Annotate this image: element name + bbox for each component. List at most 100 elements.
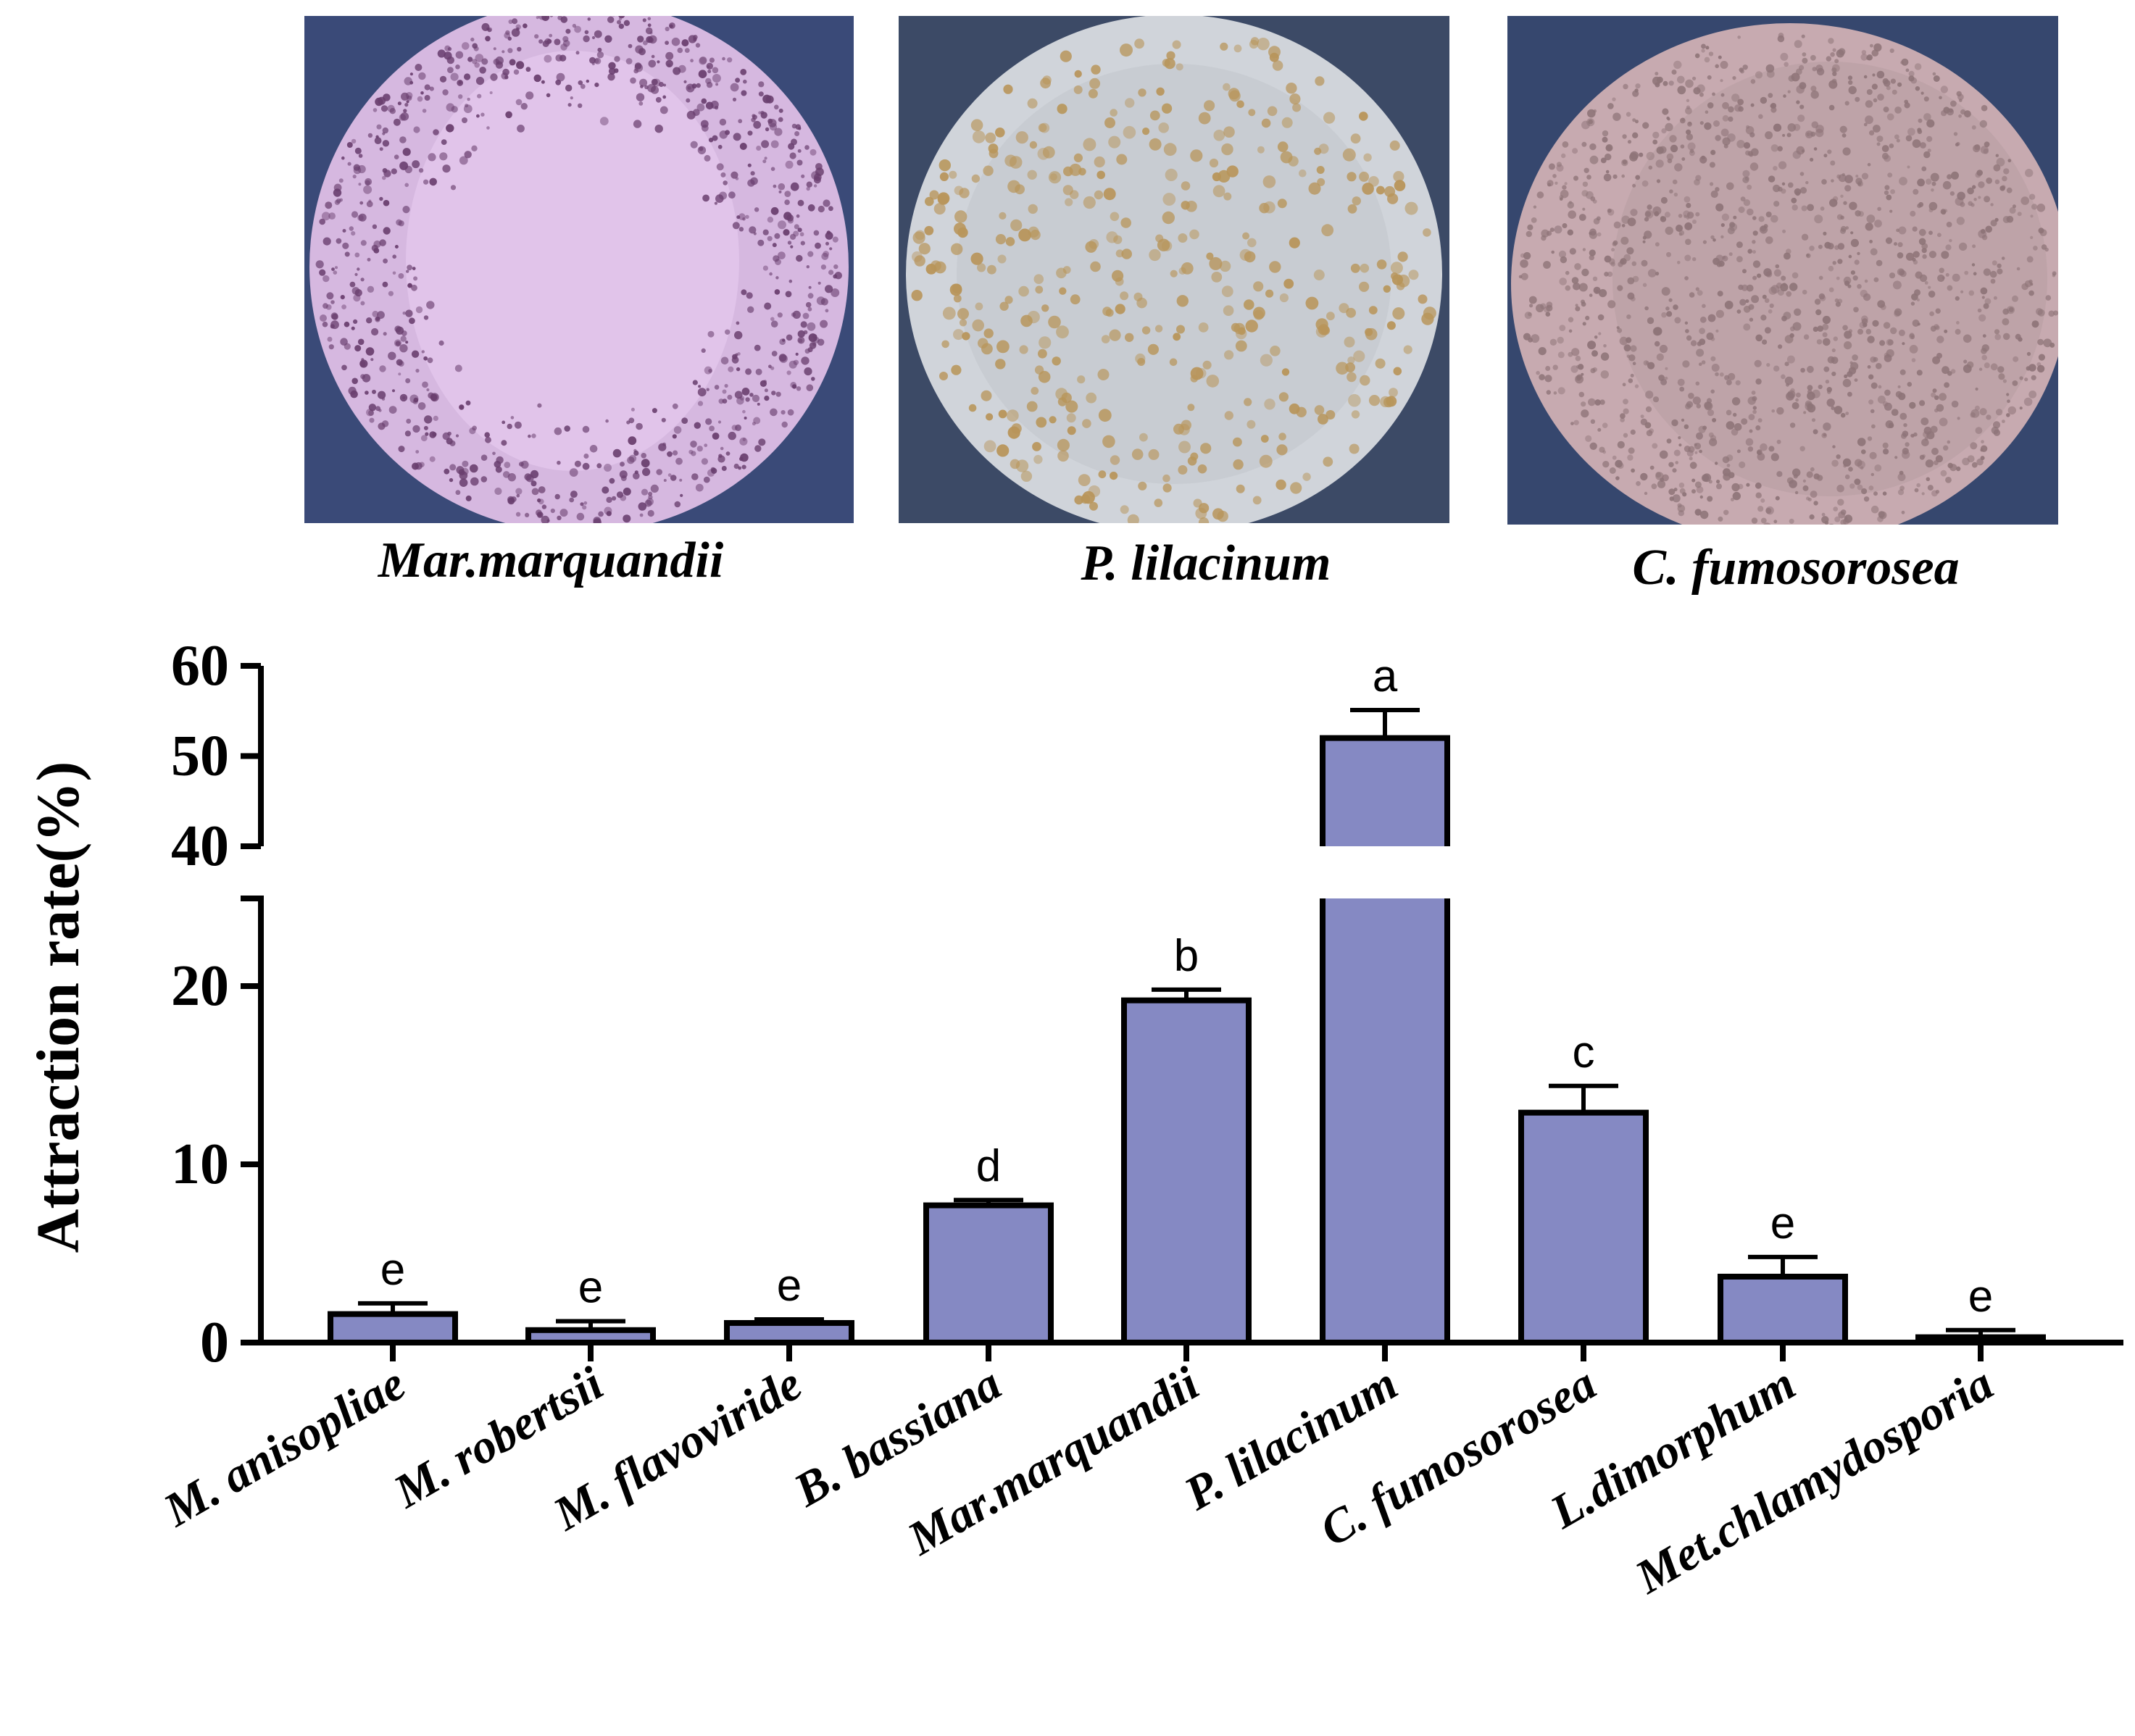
photo-speckle	[321, 212, 330, 221]
photo-speckle	[1120, 217, 1131, 228]
photo-speckle	[707, 70, 712, 74]
photo-speckle	[375, 97, 383, 107]
photo-speckle	[1720, 93, 1725, 97]
photo-speckle	[1897, 242, 1903, 248]
photo-speckle	[959, 319, 967, 327]
photo-speckle	[825, 309, 829, 313]
photo-speckle	[675, 457, 683, 465]
photo-speckle	[807, 293, 814, 299]
photo-speckle	[1380, 396, 1391, 408]
photo-speckle	[1749, 429, 1753, 433]
photo-speckle	[1712, 92, 1715, 96]
photo-speckle	[1928, 291, 1936, 298]
photo-speckle	[1701, 49, 1705, 53]
photo-speckle	[768, 364, 772, 369]
photo-speckle	[1028, 204, 1038, 214]
photo-speckle	[633, 448, 637, 453]
photo-speckle	[741, 464, 746, 470]
photo-speckle	[1768, 309, 1773, 314]
photo-speckle	[1135, 353, 1146, 364]
photo-speckle	[1656, 179, 1661, 183]
photo-speckle	[764, 396, 770, 401]
photo-speckle	[1642, 235, 1647, 240]
photo-speckle	[1348, 393, 1361, 407]
photo-speckle	[971, 174, 981, 183]
photo-speckle	[1997, 268, 2003, 275]
photo-speckle	[504, 75, 509, 80]
photo-speckle	[1784, 376, 1794, 385]
photo-speckle	[1836, 454, 1841, 459]
photo-speckle	[1942, 276, 1945, 280]
photo-speckle	[1950, 100, 1957, 107]
photo-speckle	[1654, 211, 1660, 217]
photo-speckle	[1632, 275, 1639, 283]
photo-speckle	[1720, 223, 1725, 228]
photo-speckle	[1994, 179, 2000, 185]
photo-speckle	[1891, 409, 1899, 416]
photo-speckle	[1672, 494, 1681, 503]
photo-speckle	[1927, 149, 1931, 153]
photo-speckle	[1997, 366, 2005, 373]
photo-speckle	[1863, 496, 1870, 502]
photo-speckle	[630, 407, 635, 412]
photo-speckle	[745, 214, 749, 219]
photo-speckle	[1800, 367, 1805, 373]
photo-speckle	[1722, 101, 1729, 109]
photo-speckle	[1694, 481, 1702, 488]
photo-speckle	[1685, 238, 1691, 246]
y-tick-label-50: 50	[171, 725, 229, 788]
photo-speckle	[1281, 368, 1290, 376]
photo-speckle	[829, 247, 833, 251]
photo-speckle	[1739, 461, 1746, 469]
photo-speckle	[399, 393, 408, 402]
photo-speckle	[1832, 71, 1837, 77]
photo-speckle	[340, 338, 348, 346]
photo-speckle	[1828, 287, 1834, 293]
photo-speckle	[507, 423, 512, 430]
photo-speckle	[794, 224, 799, 230]
photo-speckle	[1752, 396, 1757, 401]
photo-speckle	[439, 152, 448, 161]
photo-speckle	[1910, 77, 1918, 84]
photo-speckle	[703, 476, 710, 483]
photo-speckle	[1686, 129, 1691, 135]
photo-speckle	[1181, 181, 1191, 191]
photo-speckle	[1913, 259, 1918, 265]
photo-speckle	[1668, 488, 1676, 496]
photo-speckle	[1726, 464, 1731, 467]
photo-speckle	[1983, 149, 1989, 154]
photo-speckle	[1671, 419, 1678, 427]
photo-speckle	[697, 388, 707, 397]
photo-speckle	[1178, 423, 1190, 435]
photo-speckle	[998, 409, 1007, 419]
photo-speckle	[1733, 412, 1737, 417]
photo-speckle	[533, 74, 541, 83]
photo-speckle	[764, 388, 768, 393]
photo-speckle	[717, 420, 722, 424]
photo-speckle	[474, 62, 480, 68]
photo-speckle	[415, 64, 423, 71]
photo-speckle	[1873, 125, 1881, 133]
photo-speckle	[673, 450, 678, 456]
photo-speckle	[1600, 370, 1609, 379]
photo-speckle	[1910, 301, 1915, 306]
photo-speckle	[1015, 131, 1028, 144]
photo-speckle	[1664, 376, 1668, 380]
photo-speckle	[1696, 432, 1703, 440]
photo-speckle	[747, 130, 753, 136]
photo-speckle	[1915, 86, 1920, 91]
photo-speckle	[1801, 34, 1805, 38]
photo-speckle	[1198, 112, 1211, 125]
photo-speckle	[635, 45, 644, 54]
photo-speckle	[1645, 211, 1652, 217]
photo-speckle	[1752, 230, 1758, 236]
photo-speckle	[1702, 240, 1707, 244]
photo-speckle	[462, 117, 467, 123]
photo-speckle	[459, 471, 468, 480]
photo-speckle	[1057, 438, 1070, 452]
photo-speckle	[1807, 498, 1812, 501]
photo-speckle	[1970, 409, 1980, 418]
photo-speckle	[1838, 48, 1846, 56]
photo-speckle	[786, 370, 791, 375]
photo-speckle	[1790, 326, 1795, 332]
